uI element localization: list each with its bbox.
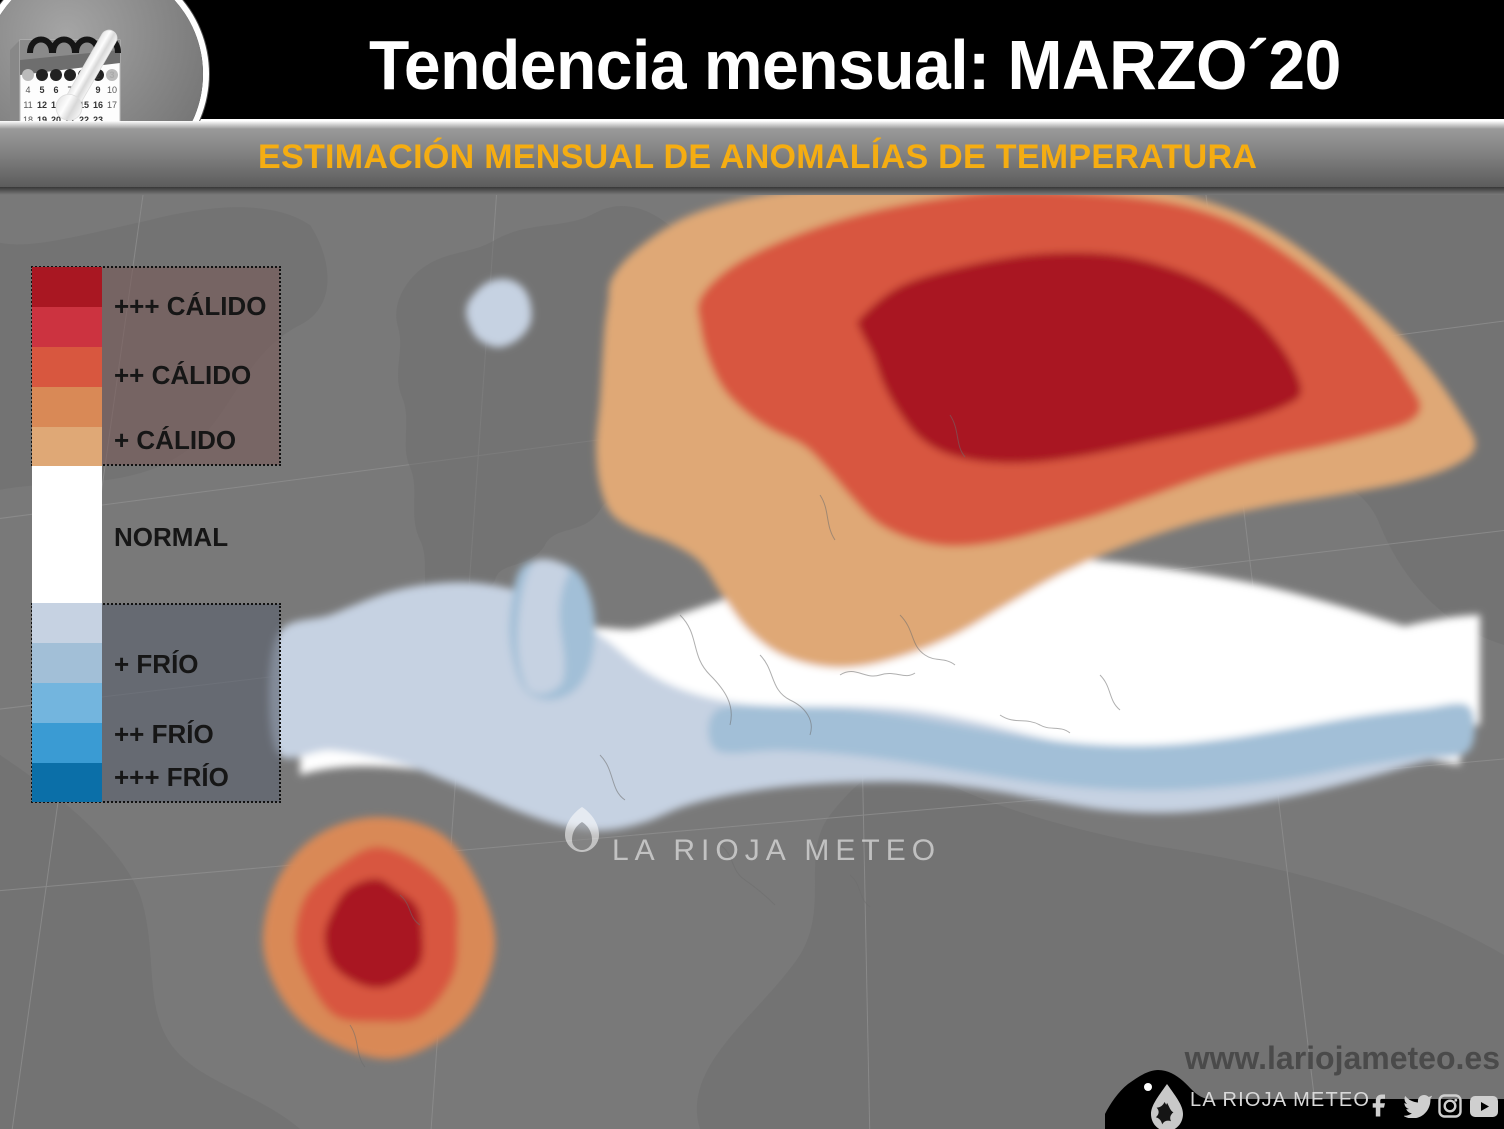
svg-text:6: 6 xyxy=(53,85,58,95)
svg-text:4: 4 xyxy=(25,85,30,95)
svg-text:12: 12 xyxy=(37,100,47,110)
svg-text:9: 9 xyxy=(95,85,100,95)
svg-text:11: 11 xyxy=(23,100,32,110)
svg-text:5: 5 xyxy=(39,85,44,95)
svg-text:LA RIOJA METEO: LA RIOJA METEO xyxy=(612,834,941,867)
svg-text:17: 17 xyxy=(107,100,117,110)
svg-text:16: 16 xyxy=(93,100,103,110)
svg-text:10: 10 xyxy=(107,85,117,95)
svg-text:3: 3 xyxy=(109,70,114,80)
